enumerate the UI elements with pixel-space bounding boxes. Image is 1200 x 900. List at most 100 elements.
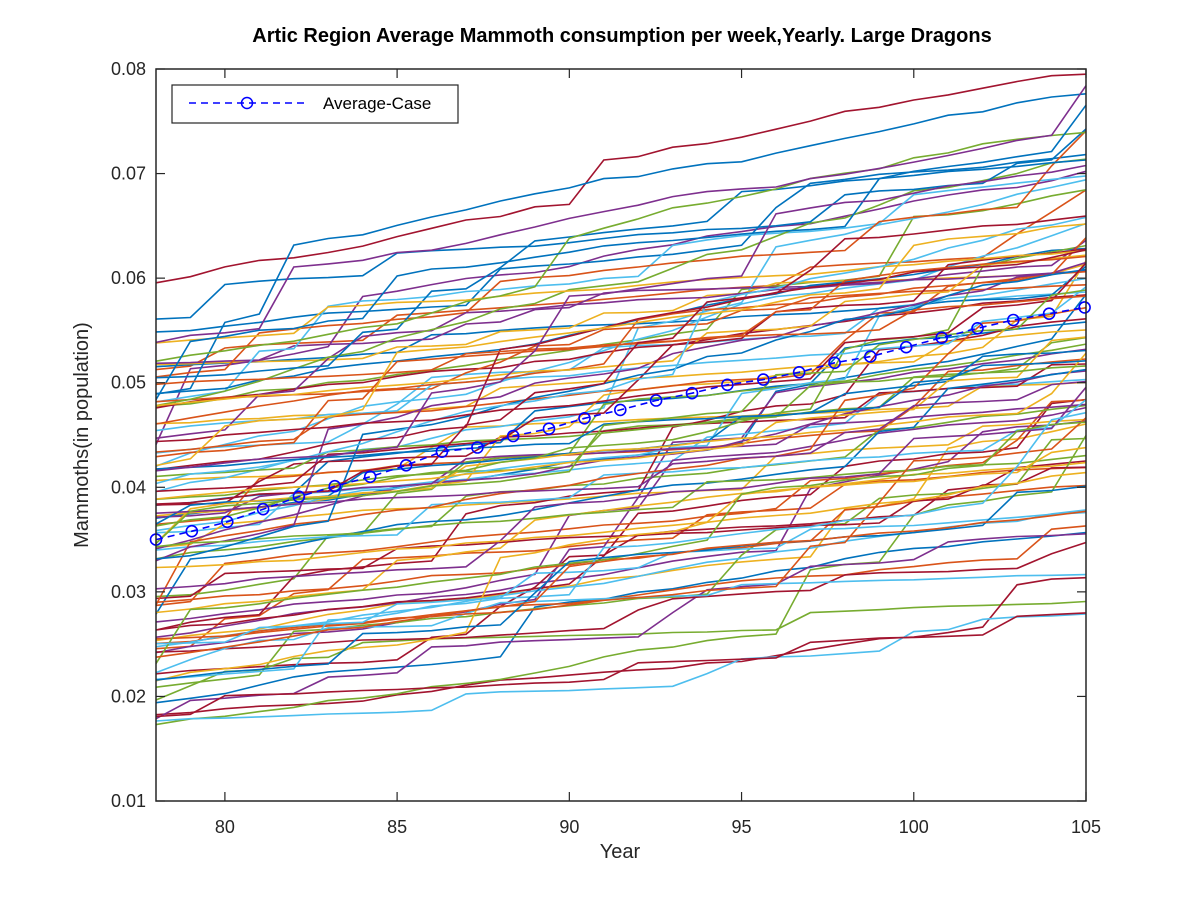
background-series-line bbox=[155, 189, 1087, 371]
axis-ticks-group: 80 85 90 95 100 105 0.01 0.02 0.03 0.04 0.05 0.06 0.… bbox=[111, 59, 1101, 837]
background-series-line bbox=[155, 511, 1087, 645]
background-series-line bbox=[155, 153, 1087, 333]
average-case-marker bbox=[649, 394, 663, 407]
x-tick-label: 85 bbox=[387, 817, 407, 837]
background-series-line bbox=[155, 404, 1087, 598]
average-case-marker bbox=[363, 470, 377, 484]
background-series-line bbox=[155, 170, 1087, 445]
background-series-line bbox=[155, 417, 1087, 640]
background-series-line bbox=[155, 612, 1087, 718]
average-case-marker bbox=[1006, 313, 1020, 327]
background-series-line bbox=[155, 510, 1087, 658]
background-series-line bbox=[155, 239, 1087, 439]
background-series-line bbox=[155, 85, 1087, 344]
background-series-line bbox=[155, 223, 1087, 467]
background-series-line bbox=[155, 215, 1087, 505]
legend: Average-Case bbox=[171, 84, 459, 124]
average-case-marker bbox=[971, 321, 984, 335]
background-series-line bbox=[155, 533, 1087, 720]
background-series-line bbox=[155, 164, 1087, 472]
x-tick-label: 95 bbox=[732, 817, 752, 837]
average-case-marker bbox=[399, 458, 413, 472]
background-series-line bbox=[155, 460, 1087, 675]
legend-entry-average-case: Average-Case bbox=[323, 94, 431, 113]
background-series-line bbox=[155, 461, 1087, 614]
average-case-line bbox=[155, 306, 1085, 541]
background-series-line bbox=[155, 249, 1087, 471]
background-series-line bbox=[155, 289, 1087, 545]
background-series-line bbox=[155, 343, 1087, 560]
background-series-line bbox=[155, 613, 1087, 722]
background-series-line bbox=[155, 380, 1087, 514]
x-tick-label: 105 bbox=[1071, 817, 1101, 837]
background-series-line bbox=[155, 368, 1087, 615]
background-series-line bbox=[155, 411, 1087, 681]
legend-box bbox=[171, 84, 459, 124]
x-tick-label: 100 bbox=[899, 817, 929, 837]
average-case-marker bbox=[685, 386, 699, 400]
background-series-line bbox=[155, 336, 1087, 500]
background-series-line bbox=[155, 454, 1087, 548]
background-series-line bbox=[155, 471, 1087, 682]
legend-marker-sample bbox=[240, 96, 254, 110]
background-series-line bbox=[155, 254, 1087, 407]
average-case-marker bbox=[828, 356, 841, 370]
x-axis-title: Year bbox=[600, 841, 641, 863]
average-case-marker bbox=[792, 365, 806, 379]
background-series-line bbox=[155, 130, 1087, 378]
x-tick-label: 90 bbox=[559, 817, 579, 837]
background-series-line bbox=[155, 73, 1087, 284]
y-tick-label: 0.06 bbox=[111, 268, 146, 288]
background-series-line bbox=[155, 128, 1087, 320]
average-case-marker bbox=[435, 445, 449, 459]
background-series-line bbox=[155, 104, 1087, 401]
background-series-line bbox=[155, 248, 1087, 493]
background-series-line bbox=[155, 531, 1087, 704]
background-series-line bbox=[155, 418, 1087, 549]
average-case-marker bbox=[328, 479, 342, 493]
background-series-line bbox=[155, 466, 1087, 650]
background-series-line bbox=[155, 406, 1087, 623]
average-case-marker bbox=[756, 373, 770, 386]
average-case-marker bbox=[542, 422, 556, 436]
y-tick-label: 0.04 bbox=[111, 477, 146, 497]
background-series-line bbox=[155, 262, 1087, 443]
background-series-line bbox=[155, 261, 1087, 562]
y-tick-label: 0.01 bbox=[111, 791, 146, 811]
background-series-line bbox=[155, 525, 1087, 645]
y-axis-title: Mammoths(in population) bbox=[71, 322, 93, 548]
average-case-marker bbox=[613, 403, 627, 417]
background-series-line bbox=[155, 237, 1087, 425]
background-series-line bbox=[155, 294, 1087, 409]
y-tick-label: 0.03 bbox=[111, 582, 146, 602]
average-case-marker bbox=[256, 502, 270, 516]
x-tick-label: 80 bbox=[215, 817, 235, 837]
background-series-line bbox=[155, 363, 1087, 506]
background-series-line bbox=[155, 399, 1087, 551]
average-case-marker bbox=[935, 331, 949, 345]
background-series-line bbox=[155, 286, 1087, 432]
background-series-line bbox=[155, 268, 1087, 560]
background-series-line bbox=[155, 295, 1087, 386]
average-case-marker bbox=[506, 429, 520, 443]
background-series-line bbox=[155, 600, 1087, 701]
average-case-marker bbox=[292, 490, 306, 504]
background-series-line bbox=[155, 398, 1087, 631]
background-series-line bbox=[155, 386, 1087, 590]
plot-area-border bbox=[155, 68, 1087, 802]
average-case-marker bbox=[221, 515, 234, 529]
y-tick-label: 0.02 bbox=[111, 686, 146, 706]
y-tick-label: 0.07 bbox=[111, 164, 146, 184]
background-series-line bbox=[155, 249, 1087, 344]
background-series-line bbox=[155, 318, 1087, 631]
average-case-marker bbox=[471, 441, 484, 454]
y-tick-label: 0.05 bbox=[111, 373, 146, 393]
background-series-line bbox=[155, 365, 1087, 478]
background-series-line bbox=[155, 306, 1087, 606]
average-case-marker bbox=[578, 411, 591, 425]
background-series-line bbox=[155, 485, 1087, 681]
background-series-line bbox=[155, 435, 1087, 726]
background-series-line bbox=[155, 284, 1087, 403]
